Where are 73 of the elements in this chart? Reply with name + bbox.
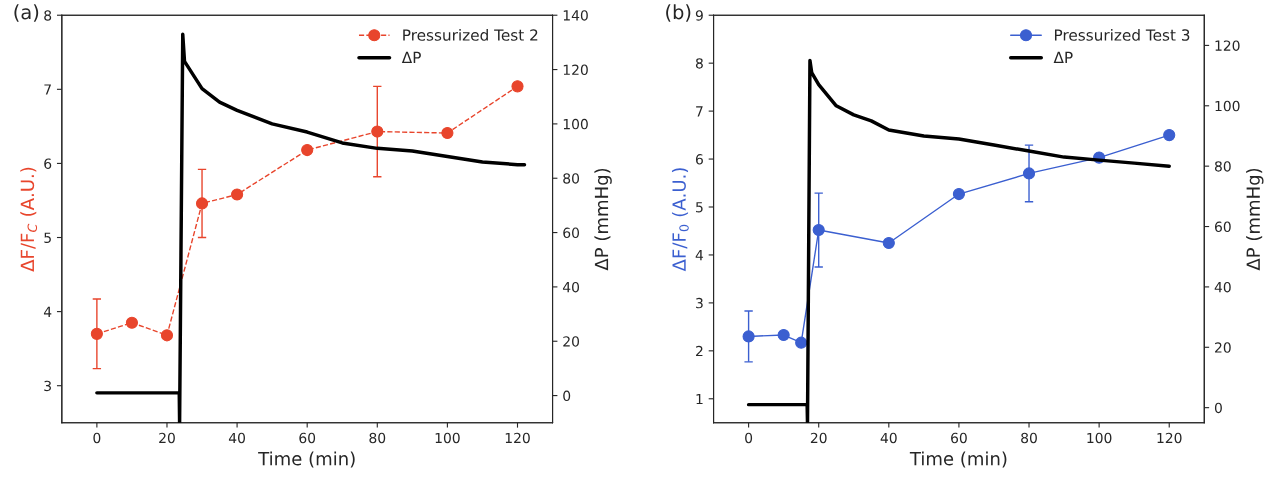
y-axis-title: ΔF/F$_{0}$ (A.U.) [671,168,689,272]
point [90,327,103,340]
x-tick-label: 80 [369,432,386,444]
point [125,316,138,329]
y2-tick-label: 20 [1215,342,1231,353]
point [195,197,209,210]
x-tick-label: 0 [745,432,753,444]
y-tick-label: 5 [696,202,703,213]
x-tick-label: 20 [159,432,175,444]
x-tick-label: 60 [951,432,967,444]
y2-tick-label: 40 [562,281,580,293]
y-tick-label: 3 [696,297,703,309]
x-tick-label: 120 [1157,432,1182,444]
y2-tick-label: 20 [563,336,580,347]
point [160,329,174,342]
x-tick-label: 40 [228,432,245,444]
y2-tick-label: 40 [1214,281,1231,293]
point [952,187,965,201]
legend-label: Pressurized Test 3 [1054,28,1190,41]
y-tick-label: 1 [696,393,703,405]
y-tick-label: 4 [695,250,704,261]
chart-title: (a) [14,4,39,22]
y-tick-label: 7 [696,106,703,117]
y-tick-label: 8 [44,10,52,21]
point [812,223,825,237]
y2-axis-title: ΔP (mmHg) [1246,168,1264,271]
y2-axis-title: ΔP (mmHg) [594,168,612,271]
point [1022,167,1036,180]
y2-tick-label: 0 [1214,402,1222,414]
x-axis-title: Time (min) [909,451,1007,468]
y2-tick-label: 80 [563,173,580,184]
y-tick-label: 4 [43,306,52,317]
x-tick-label: 120 [505,432,530,444]
point [795,336,808,349]
legend-label: ΔP [401,51,421,63]
chart-title: (b) [666,4,691,22]
y-axis-title: ΔF/F$_{C}$ (A.U.) [20,167,38,272]
legend-label: ΔP [1053,51,1073,63]
x-tick-label: 0 [93,432,101,444]
y-tick-label: 8 [695,58,703,69]
x-tick-label: 80 [1021,432,1037,444]
point [441,126,454,140]
x-tick-label: 100 [1087,432,1112,444]
point [777,328,790,342]
y-tick-label: 9 [695,10,703,21]
y2-tick-label: 140 [563,10,588,21]
point [231,188,244,201]
x-tick-label: 40 [880,432,897,444]
y2-tick-label: 0 [563,390,571,402]
y2-tick-label: 100 [1215,100,1240,112]
point [511,80,524,93]
x-tick-label: 20 [810,432,827,444]
point [371,125,384,138]
x-axis-title: Time (min) [258,451,355,468]
x-tick-label: 100 [435,432,460,444]
y-tick-label: 2 [696,345,703,357]
legend-label: Pressurized Test 2 [403,28,538,41]
point [882,236,895,250]
y2-tick-label: 60 [563,227,580,239]
y2-tick-label: 60 [1214,221,1231,233]
x-tick-label: 60 [299,432,316,444]
y-tick-label: 7 [44,84,51,95]
y2-tick-label: 120 [563,64,588,76]
y-tick-label: 6 [695,154,703,165]
y2-tick-label: 100 [563,118,588,130]
y-tick-label: 6 [44,158,52,169]
y2-tick-label: 120 [1215,40,1240,51]
y-tick-label: 3 [44,380,51,392]
point [301,144,314,157]
y2-tick-label: 80 [1214,161,1231,172]
y-tick-label: 5 [44,232,51,243]
point [1163,129,1176,142]
point [742,330,755,343]
